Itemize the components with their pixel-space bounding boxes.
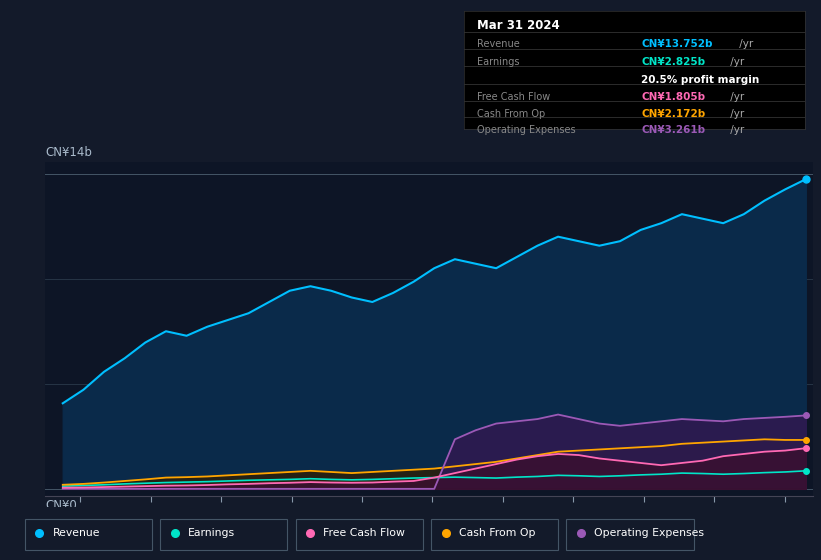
Text: Cash From Op: Cash From Op <box>459 529 535 538</box>
Text: /yr: /yr <box>727 125 744 136</box>
Text: 20.5% profit margin: 20.5% profit margin <box>641 74 759 85</box>
Text: /yr: /yr <box>727 109 744 119</box>
Text: CN¥14b: CN¥14b <box>45 146 92 159</box>
Text: Revenue: Revenue <box>478 39 521 49</box>
Text: CN¥0: CN¥0 <box>45 499 77 512</box>
Text: /yr: /yr <box>727 57 744 67</box>
Text: CN¥2.825b: CN¥2.825b <box>641 57 705 67</box>
Text: /yr: /yr <box>727 92 744 102</box>
Text: Free Cash Flow: Free Cash Flow <box>478 92 551 102</box>
Text: CN¥3.261b: CN¥3.261b <box>641 125 705 136</box>
Text: CN¥1.805b: CN¥1.805b <box>641 92 705 102</box>
Text: CN¥2.172b: CN¥2.172b <box>641 109 705 119</box>
Text: Revenue: Revenue <box>53 529 100 538</box>
Text: Operating Expenses: Operating Expenses <box>478 125 576 136</box>
Text: Earnings: Earnings <box>478 57 520 67</box>
Text: Cash From Op: Cash From Op <box>478 109 546 119</box>
Text: Mar 31 2024: Mar 31 2024 <box>478 20 560 32</box>
Text: CN¥13.752b: CN¥13.752b <box>641 39 713 49</box>
Text: Free Cash Flow: Free Cash Flow <box>323 529 406 538</box>
Text: Operating Expenses: Operating Expenses <box>594 529 704 538</box>
Text: /yr: /yr <box>736 39 754 49</box>
Text: Earnings: Earnings <box>188 529 235 538</box>
